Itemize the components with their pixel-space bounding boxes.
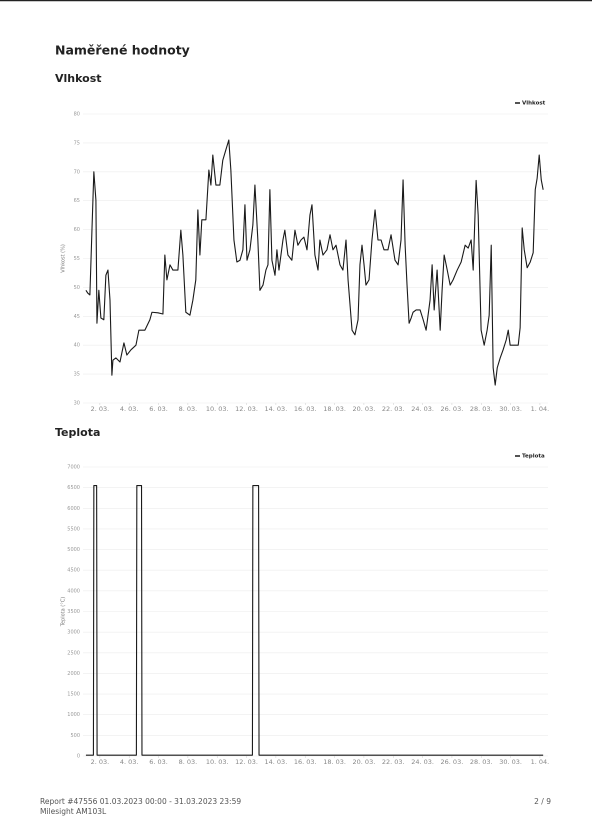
chart-title: Vlhkost bbox=[55, 72, 102, 85]
y-tick-label: 5500 bbox=[67, 526, 80, 532]
y-tick-label: 6500 bbox=[67, 485, 80, 491]
x-tick-label: 24. 03. bbox=[411, 758, 434, 766]
y-tick-label: 60 bbox=[74, 227, 80, 233]
y-tick-label: 65 bbox=[74, 198, 80, 204]
page-title: Naměřené hodnoty bbox=[55, 43, 190, 58]
x-tick-label: 4. 03. bbox=[120, 405, 139, 413]
y-tick-label: 4500 bbox=[67, 568, 80, 574]
x-tick-label: 14. 03. bbox=[265, 405, 288, 413]
x-tick-label: 8. 03. bbox=[179, 405, 198, 413]
footer-page: 2 / 9 bbox=[534, 797, 551, 806]
x-tick-label: 6. 03. bbox=[149, 758, 168, 766]
x-tick-label: 8. 03. bbox=[179, 758, 198, 766]
legend-label: Teplota bbox=[522, 454, 545, 460]
y-tick-label: 70 bbox=[74, 169, 80, 175]
x-tick-label: 26. 03. bbox=[441, 758, 464, 766]
y-tick-label: 1000 bbox=[67, 712, 80, 718]
x-tick-label: 6. 03. bbox=[149, 405, 168, 413]
y-tick-label: 500 bbox=[70, 733, 80, 739]
x-tick-label: 16. 03. bbox=[294, 758, 317, 766]
data-line bbox=[85, 485, 544, 756]
x-tick-label: 16. 03. bbox=[294, 405, 317, 413]
y-tick-label: 3000 bbox=[67, 630, 80, 636]
x-tick-label: 20. 03. bbox=[353, 758, 376, 766]
y-tick-label: 2000 bbox=[67, 671, 80, 677]
y-tick-label: 4000 bbox=[67, 588, 80, 594]
y-axis-label: Vlhkost (%) bbox=[61, 244, 67, 273]
x-tick-label: 20. 03. bbox=[353, 405, 376, 413]
x-tick-label: 30. 03. bbox=[499, 405, 522, 413]
y-tick-label: 6000 bbox=[67, 506, 80, 512]
x-tick-label: 1. 04. bbox=[531, 758, 550, 766]
x-tick-label: 22. 03. bbox=[382, 758, 405, 766]
y-tick-label: 30 bbox=[74, 401, 80, 407]
x-tick-label: 28. 03. bbox=[470, 405, 493, 413]
x-tick-label: 22. 03. bbox=[382, 405, 405, 413]
y-tick-label: 3500 bbox=[67, 609, 80, 615]
y-tick-label: 0 bbox=[77, 754, 80, 760]
x-tick-label: 12. 03. bbox=[235, 405, 258, 413]
y-tick-label: 1500 bbox=[67, 692, 80, 698]
chart-title: Teplota bbox=[55, 426, 100, 439]
y-tick-label: 35 bbox=[74, 372, 80, 378]
x-tick-label: 2. 03. bbox=[91, 405, 110, 413]
y-tick-label: 5000 bbox=[67, 547, 80, 553]
x-tick-label: 2. 03. bbox=[91, 758, 110, 766]
y-tick-label: 45 bbox=[74, 314, 80, 320]
x-tick-label: 4. 03. bbox=[120, 758, 139, 766]
x-tick-label: 18. 03. bbox=[323, 758, 346, 766]
x-tick-label: 18. 03. bbox=[323, 405, 346, 413]
x-tick-label: 14. 03. bbox=[265, 758, 288, 766]
legend-label: Vlhkost bbox=[522, 101, 546, 107]
data-line bbox=[85, 139, 544, 386]
y-tick-label: 75 bbox=[74, 140, 80, 146]
y-tick-label: 80 bbox=[74, 112, 80, 118]
y-tick-label: 50 bbox=[74, 285, 80, 291]
y-tick-label: 7000 bbox=[67, 465, 80, 471]
x-tick-label: 26. 03. bbox=[441, 405, 464, 413]
x-tick-label: 12. 03. bbox=[235, 758, 258, 766]
footer-device: Milesight AM103L bbox=[40, 807, 107, 816]
y-tick-label: 40 bbox=[74, 343, 80, 349]
x-tick-label: 30. 03. bbox=[499, 758, 522, 766]
x-tick-label: 24. 03. bbox=[411, 405, 434, 413]
y-axis-label: Teplota (°C) bbox=[61, 597, 67, 627]
y-tick-label: 2500 bbox=[67, 650, 80, 656]
x-tick-label: 1. 04. bbox=[531, 405, 550, 413]
x-tick-label: 28. 03. bbox=[470, 758, 493, 766]
x-tick-label: 10. 03. bbox=[206, 405, 229, 413]
footer-report: Report #47556 01.03.2023 00:00 - 31.03.2… bbox=[40, 797, 241, 806]
x-tick-label: 10. 03. bbox=[206, 758, 229, 766]
y-tick-label: 55 bbox=[74, 256, 80, 262]
